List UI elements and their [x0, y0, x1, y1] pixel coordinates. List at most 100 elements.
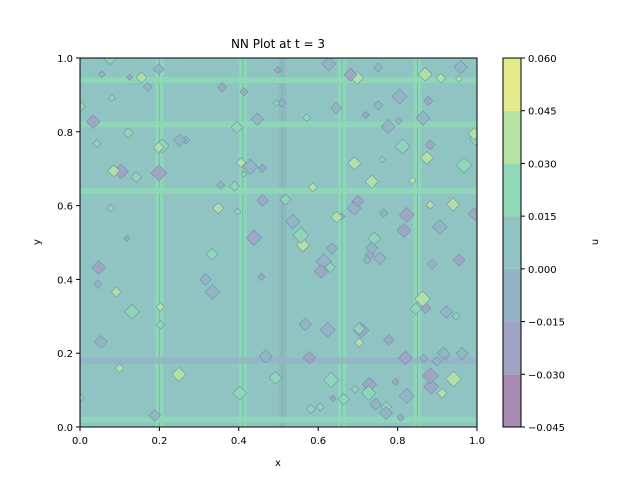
- contour-speck: [361, 110, 370, 120]
- contour-speck: [324, 261, 336, 274]
- contour-speck: [315, 402, 325, 412]
- y-tick-label: 0.4: [57, 275, 73, 286]
- x-axis-label: x: [275, 458, 281, 469]
- contour-speck: [467, 127, 477, 141]
- contour-speck: [279, 193, 292, 206]
- contour-speck: [302, 351, 316, 365]
- x-tick-label: 0.8: [390, 436, 406, 447]
- contour-speck: [321, 58, 337, 72]
- contour-speck: [85, 114, 101, 129]
- contour-speck: [124, 303, 140, 320]
- contour-speck: [272, 99, 281, 107]
- colorbar-segment: [503, 163, 521, 217]
- contour-speck: [284, 213, 301, 230]
- contour-speck: [239, 87, 249, 97]
- y-tick-label: 0.2: [57, 349, 73, 360]
- y-axis-ticks: 0.0 0.2 0.4 0.6 0.8 1.0: [57, 54, 80, 434]
- contour-speck: [455, 75, 463, 83]
- contour-speck: [171, 366, 187, 382]
- colorbar-tick-label: 0.060: [528, 54, 557, 65]
- contour-speck: [91, 260, 107, 275]
- colorbar-tick-label: −0.045: [528, 423, 565, 434]
- contour-speck: [329, 394, 337, 402]
- chart-title: NN Plot at t = 3: [231, 37, 325, 51]
- colorbar-tick-label: 0.015: [528, 212, 557, 223]
- contour-speck: [439, 305, 454, 319]
- y-tick-label: 0.8: [57, 128, 73, 139]
- x-tick-label: 0.6: [310, 436, 326, 447]
- contour-speck: [396, 222, 412, 238]
- contour-speck: [372, 251, 387, 266]
- contour-speck: [351, 194, 365, 208]
- contour-speck: [380, 118, 396, 134]
- horizontal-streak: [80, 121, 477, 128]
- contour-speck: [425, 200, 435, 210]
- contour-speck: [314, 264, 329, 279]
- contour-speck: [408, 176, 417, 185]
- colorbar-segment: [503, 58, 521, 111]
- contour-speck: [394, 138, 411, 155]
- contour-speck: [431, 356, 442, 367]
- horizontal-streak: [80, 357, 477, 364]
- contour-speck: [150, 164, 168, 182]
- contour-speck: [173, 133, 187, 147]
- contour-speck: [258, 349, 273, 364]
- x-tick-label: 0.4: [231, 436, 247, 447]
- contour-speck: [330, 210, 343, 224]
- contour-speck: [107, 164, 121, 178]
- contour-speck: [142, 82, 153, 92]
- colorbar-segment: [503, 321, 521, 375]
- contour-speck: [240, 170, 248, 178]
- contour-speck: [337, 393, 350, 406]
- contour-speck: [398, 387, 415, 404]
- contour-speck: [110, 286, 122, 298]
- contour-speck: [229, 180, 240, 192]
- contour-speck: [436, 346, 451, 360]
- contour-speck: [108, 94, 116, 102]
- contour-speck: [307, 182, 319, 193]
- contour-speck: [391, 88, 408, 105]
- contour-speck: [423, 95, 434, 106]
- horizontal-streak: [80, 416, 477, 423]
- x-tick-label: 0.2: [151, 436, 167, 447]
- contour-speck: [130, 171, 143, 184]
- contour-speck: [398, 350, 413, 366]
- contour-speck: [330, 102, 343, 114]
- contour-speck: [347, 156, 362, 171]
- contour-speck: [302, 113, 312, 123]
- y-tick-label: 1.0: [57, 54, 73, 65]
- contour-speck: [452, 253, 466, 267]
- contour-speck: [436, 387, 448, 399]
- plot-area: [79, 57, 478, 428]
- contour-speck: [398, 207, 415, 223]
- contour-speck: [216, 82, 228, 93]
- contour-speck: [364, 174, 379, 189]
- contour-speck: [373, 100, 384, 111]
- contour-speck: [378, 156, 386, 164]
- contour-speck: [298, 317, 313, 332]
- horizontal-streak: [80, 187, 477, 194]
- contour-speck: [245, 229, 263, 246]
- contour-speck: [435, 72, 447, 84]
- contour-speck: [97, 70, 106, 79]
- contour-speck: [122, 127, 134, 139]
- contour-speck: [354, 337, 365, 348]
- colorbar-segment: [503, 268, 521, 322]
- contour-speck: [343, 67, 358, 82]
- contour-speck: [241, 158, 259, 175]
- contour-speck: [323, 371, 340, 388]
- contour-speck: [352, 322, 366, 336]
- contour-speck: [152, 63, 165, 75]
- contour-speck: [212, 202, 225, 215]
- contour-speck: [268, 371, 283, 385]
- contour-speck: [414, 290, 431, 308]
- contour-speck: [80, 101, 86, 113]
- contour-speck: [445, 370, 462, 388]
- x-axis-ticks: 0.0 0.2 0.4 0.6 0.8 1.0: [72, 427, 485, 447]
- contour-speck: [383, 334, 395, 346]
- y-tick-label: 0.0: [57, 423, 73, 434]
- contour-speck: [420, 150, 434, 165]
- contour-speck: [93, 279, 103, 289]
- contour-speck: [378, 208, 389, 218]
- contour-speck: [391, 377, 400, 386]
